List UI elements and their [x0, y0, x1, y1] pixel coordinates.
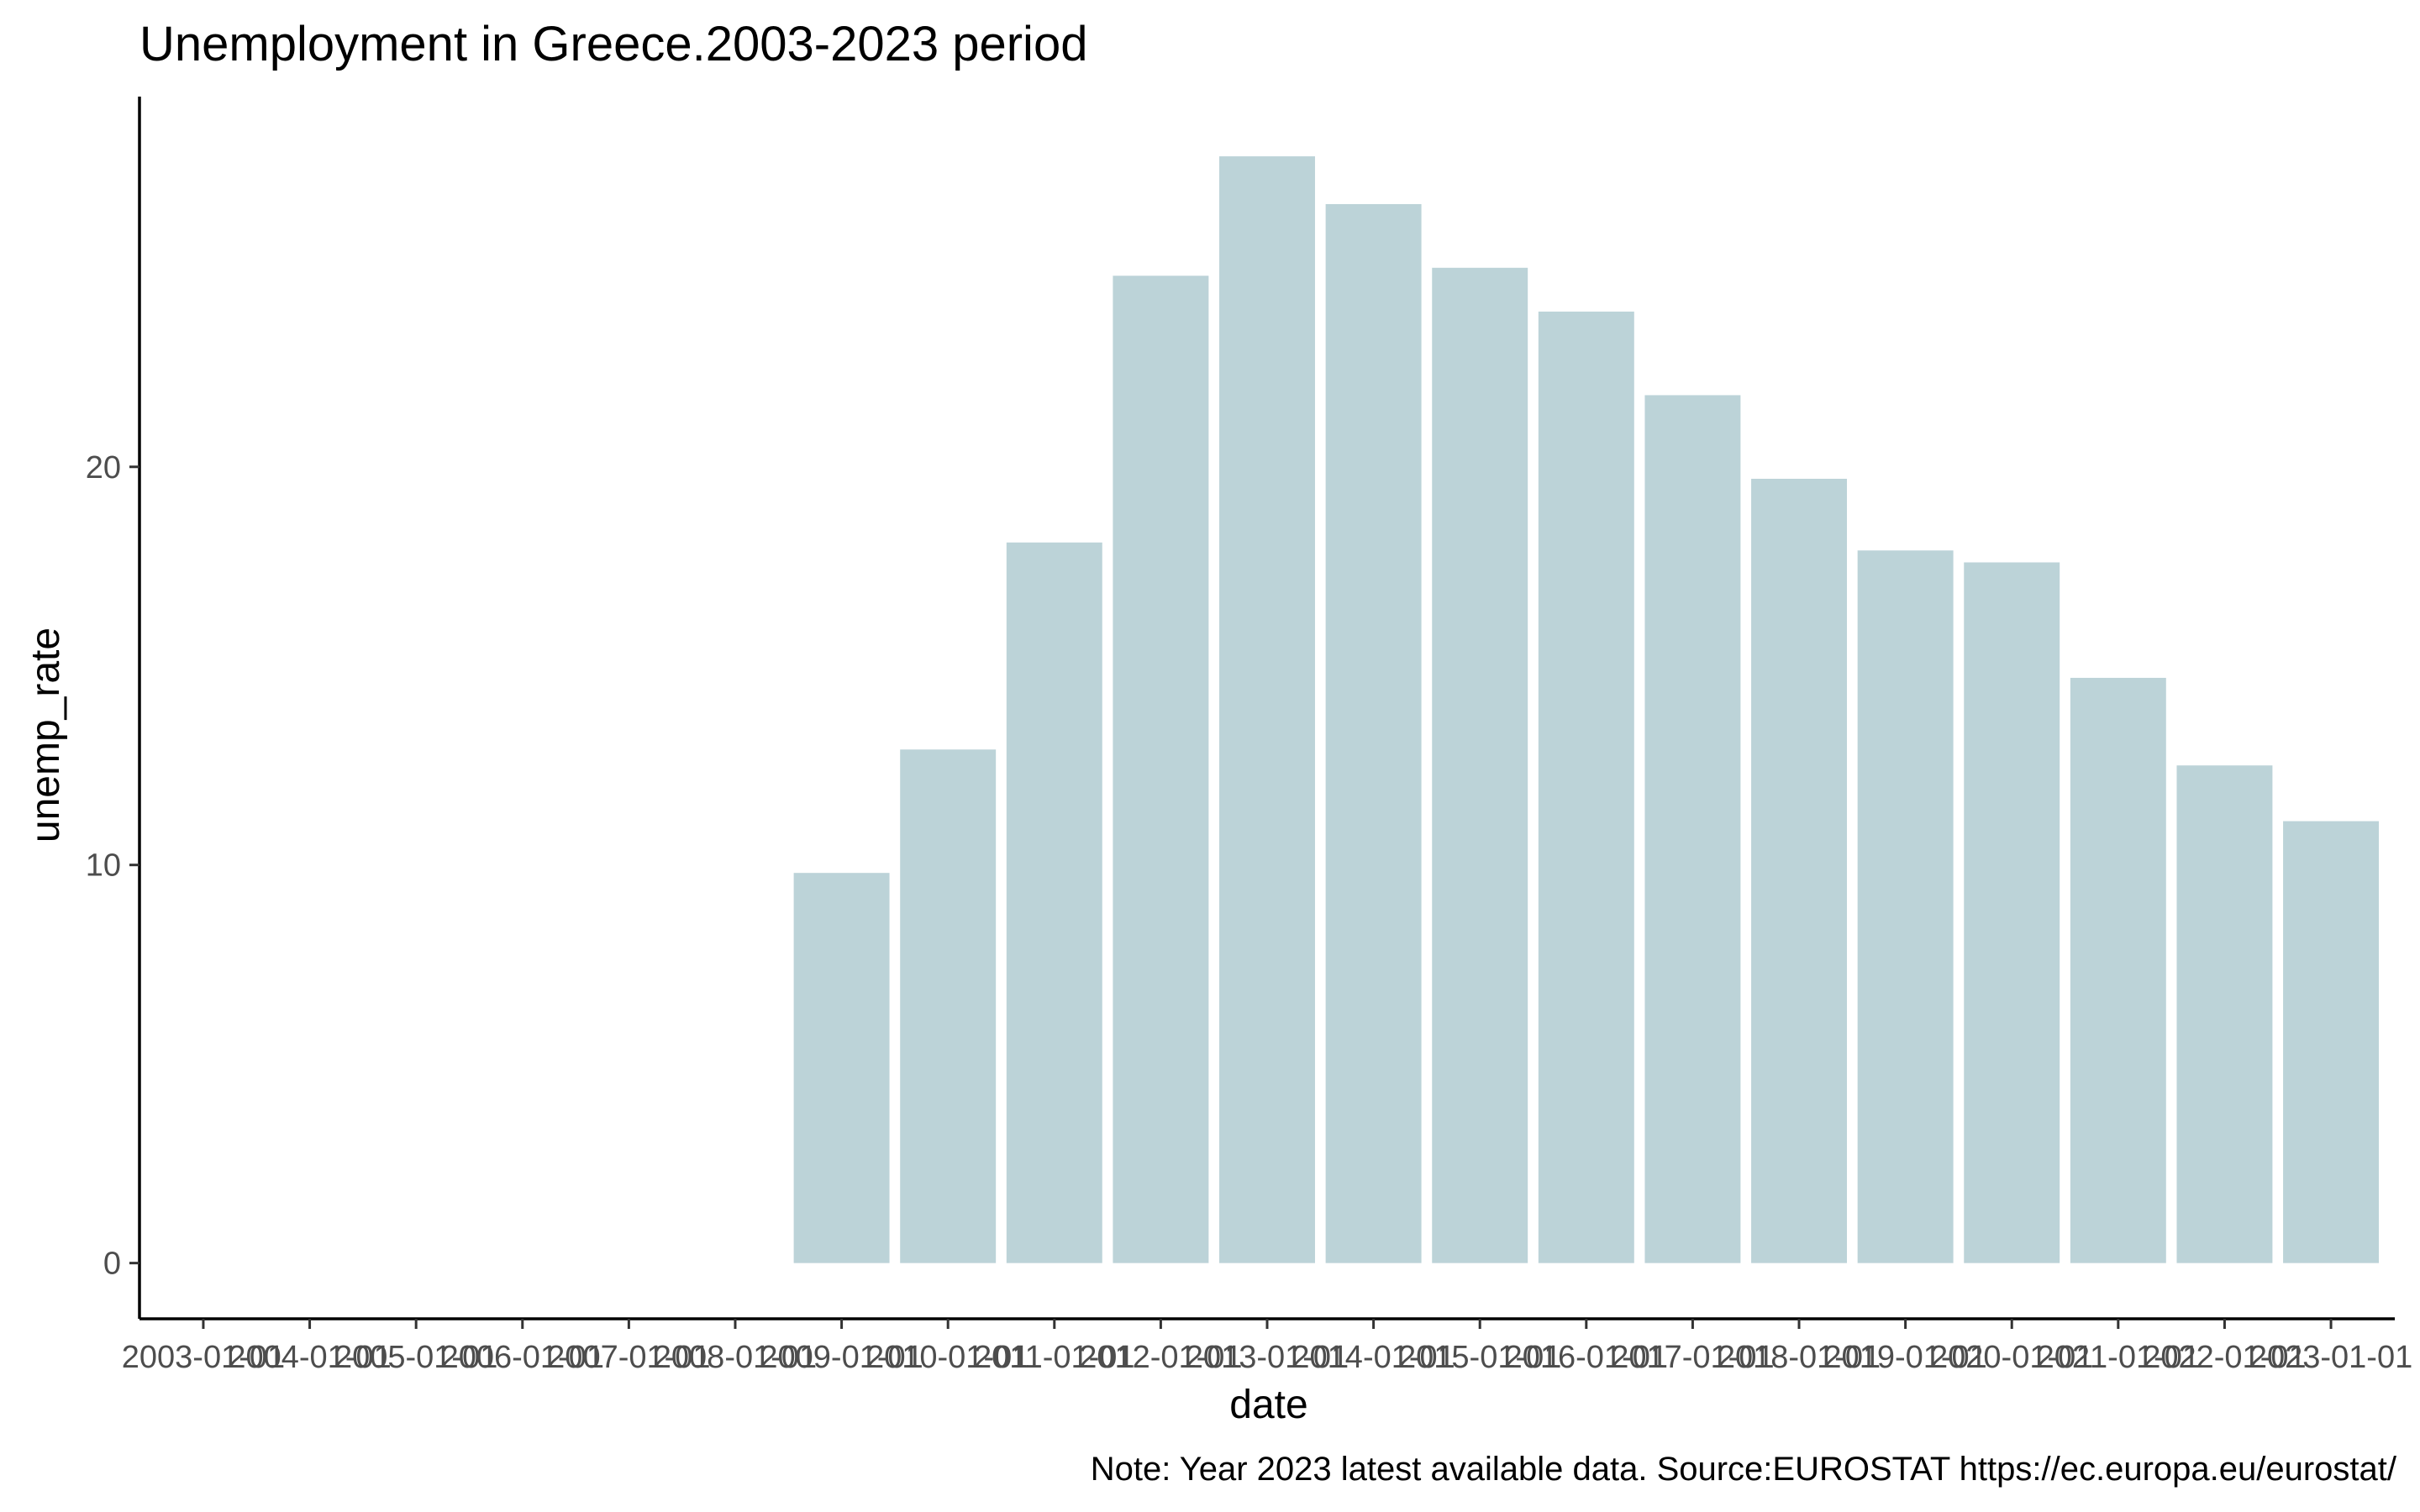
- bar-2020: [1964, 562, 2060, 1263]
- bar-2022: [2176, 765, 2273, 1263]
- bar-2017: [1644, 395, 1741, 1263]
- bar-2014: [1325, 203, 1422, 1263]
- x-tick-label: 2008-01-01: [654, 1340, 817, 1375]
- x-tick-label: 2007-01-01: [547, 1340, 710, 1375]
- bar-2018: [1751, 478, 1847, 1263]
- chart-caption: Note: Year 2023 latest available data. S…: [1091, 1451, 2397, 1488]
- bar-2016: [1538, 311, 1634, 1263]
- x-tick-label: 2021-01-01: [2037, 1340, 2200, 1375]
- x-tick-label: 2018-01-01: [1718, 1340, 1881, 1375]
- bar-2012: [1113, 276, 1209, 1263]
- y-ticks-group: 0 10 20: [86, 450, 139, 1282]
- x-tick-label: 2011-01-01: [974, 1340, 1135, 1375]
- bar-2009: [793, 873, 890, 1263]
- chart-title: Unemployment in Greece.2003-2023 period: [139, 17, 1087, 71]
- y-axis-title: unemp_rate: [24, 627, 68, 843]
- y-tick-label: 0: [103, 1247, 121, 1282]
- bar-2015: [1432, 267, 1528, 1263]
- bar-2013: [1219, 156, 1315, 1263]
- x-tick-label: 2014-01-01: [1292, 1340, 1455, 1375]
- x-tick-label: 2009-01-01: [760, 1340, 923, 1375]
- x-tick-label: 2023-01-01: [2249, 1340, 2412, 1375]
- x-tick-label: 2022-01-01: [2143, 1340, 2306, 1375]
- bars-group: [793, 156, 2380, 1263]
- y-tick-label: 20: [86, 450, 121, 486]
- x-tick-label: 2012-01-01: [1079, 1340, 1242, 1375]
- bar-2023: [2283, 821, 2380, 1263]
- x-tick-label: 2019-01-01: [1823, 1340, 1986, 1375]
- bar-2010: [900, 749, 997, 1263]
- x-tick-label: 2016-01-01: [1505, 1340, 1668, 1375]
- x-tick-label: 2017-01-01: [1611, 1340, 1774, 1375]
- x-tick-label: 2006-01-01: [441, 1340, 604, 1375]
- x-axis-title: date: [1229, 1383, 1307, 1427]
- x-tick-label: 2005-01-01: [334, 1340, 497, 1375]
- bar-2011: [1006, 542, 1102, 1263]
- bar-2021: [2070, 677, 2166, 1263]
- x-tick-label: 2003-01-01: [122, 1340, 285, 1375]
- x-tick-label: 2015-01-01: [1398, 1340, 1561, 1375]
- x-tick-label: 2004-01-01: [228, 1340, 391, 1375]
- x-tick-label: 2020-01-01: [1930, 1340, 2093, 1375]
- x-ticks-group: 2003-01-012004-01-012005-01-012006-01-01…: [122, 1319, 2412, 1375]
- bar-2019: [1857, 550, 1954, 1263]
- x-tick-label: 2010-01-01: [866, 1340, 1029, 1375]
- y-tick-label: 10: [86, 848, 121, 884]
- x-tick-label: 2013-01-01: [1186, 1340, 1349, 1375]
